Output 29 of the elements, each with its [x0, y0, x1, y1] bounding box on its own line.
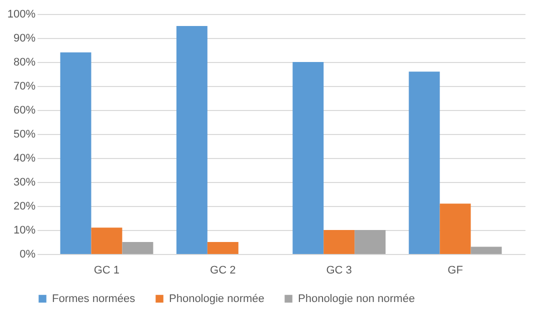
bar: [408, 72, 440, 254]
x-tick-label: GF: [448, 264, 464, 276]
bar: [60, 52, 92, 254]
bar: [324, 230, 355, 254]
y-tick-label: 70%: [13, 80, 36, 92]
y-tick-label: 50%: [13, 128, 36, 140]
y-tick-label: 90%: [13, 32, 36, 44]
y-tick-label: 20%: [13, 200, 36, 212]
bar: [292, 62, 324, 254]
bar: [470, 246, 502, 254]
bar: [176, 26, 208, 254]
bar: [122, 242, 154, 254]
y-tick-label: 100%: [7, 8, 36, 20]
legend-label: Formes normées: [52, 292, 136, 305]
x-tick-label: GC 1: [94, 264, 120, 276]
legend-label: Phonologie non normée: [298, 292, 415, 305]
y-tick-label: 30%: [13, 176, 36, 188]
bar: [207, 242, 238, 254]
y-tick-label: 40%: [13, 152, 36, 164]
bar: [91, 228, 122, 254]
bar: [440, 204, 471, 254]
bar: [354, 230, 386, 254]
y-tick-label: 0%: [20, 248, 36, 260]
y-tick-label: 80%: [13, 56, 36, 68]
x-tick-label: GC 3: [326, 264, 352, 276]
y-tick-label: 60%: [13, 104, 36, 116]
x-tick-label: GC 2: [210, 264, 236, 276]
legend-label: Phonologie normée: [169, 292, 264, 305]
y-tick-label: 10%: [13, 224, 36, 236]
